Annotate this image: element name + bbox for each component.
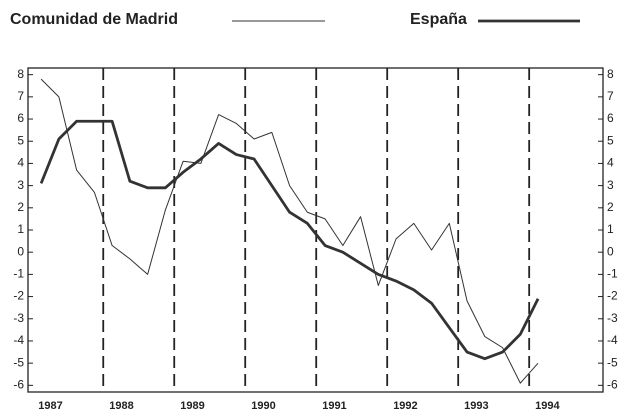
y-tick-label: 0	[17, 244, 24, 258]
x-tick-label: 1990	[251, 400, 275, 412]
y-tick-label: 5	[17, 133, 24, 147]
y-tick-label: -4	[13, 333, 24, 347]
y-tick-label: 2	[17, 200, 24, 214]
y-tick-label: -6	[13, 378, 24, 392]
x-tick-label: 1987	[38, 400, 62, 412]
y-tick-label: 6	[17, 111, 24, 125]
y2-tick-label: 6	[607, 111, 614, 125]
y-tick-label: 7	[17, 89, 24, 103]
y-tick-label: 1	[17, 222, 24, 236]
y2-tick-label: -6	[607, 378, 618, 392]
series-line	[40, 78, 539, 384]
legend-label: Comunidad de Madrid	[10, 11, 178, 28]
y2-tick-label: -2	[607, 289, 618, 303]
y2-tick-label: 3	[607, 178, 614, 192]
y-tick-label: -5	[13, 355, 24, 369]
y2-tick-label: -1	[607, 267, 618, 281]
series-line	[39, 119, 540, 361]
legend-label: España	[410, 11, 467, 28]
y2-tick-label: 5	[607, 133, 614, 147]
x-tick-label: 1994	[535, 400, 560, 412]
x-tick-label: 1988	[109, 400, 133, 412]
x-tick-label: 1993	[464, 400, 488, 412]
y2-tick-label: -3	[607, 311, 618, 325]
y-tick-label: -1	[13, 267, 24, 281]
y-tick-label: 8	[17, 67, 24, 81]
y2-tick-label: 2	[607, 200, 614, 214]
x-tick-label: 1991	[322, 400, 346, 412]
y2-tick-label: -4	[607, 333, 618, 347]
y2-tick-label: 4	[607, 156, 614, 170]
y-tick-label: 3	[17, 178, 24, 192]
y-tick-label: 4	[17, 156, 24, 170]
y2-tick-label: 0	[607, 244, 614, 258]
y2-tick-label: 8	[607, 67, 614, 81]
y2-tick-label: 7	[607, 89, 614, 103]
x-tick-label: 1989	[180, 400, 204, 412]
y2-tick-label: -5	[607, 355, 618, 369]
y-tick-label: -2	[13, 289, 24, 303]
y2-tick-label: 1	[607, 222, 614, 236]
y-tick-label: -3	[13, 311, 24, 325]
x-tick-label: 1992	[393, 400, 417, 412]
